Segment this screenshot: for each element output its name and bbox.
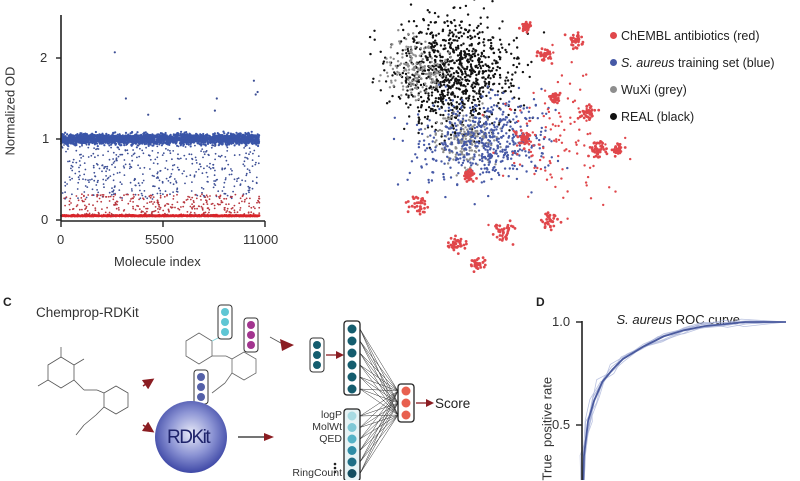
network-connections	[360, 329, 398, 474]
panel-d-roc-curve: D S. aureus ROC curve 1.0 0.5 True posit…	[500, 280, 800, 480]
legend-item-wuxi: WuXi (grey)	[610, 76, 775, 103]
panel-c-diagram-svg	[0, 285, 500, 480]
feature-logp: logP	[321, 409, 342, 421]
panel-a-xtick-0: 0	[57, 232, 64, 247]
legend-item-s-aureus: S. aureus training set (blue)	[610, 49, 775, 76]
panel-a-ytick-2: 2	[40, 50, 47, 65]
panel-a-xtick-11000: 11000	[243, 232, 278, 247]
black-dot-icon	[610, 113, 617, 120]
rdkit-label: RDKit	[167, 427, 209, 449]
rdkit-feature-vector	[344, 409, 360, 480]
panel-a-y-label: Normalized OD	[3, 60, 18, 156]
feature-molwt: MolWt	[312, 421, 342, 433]
roc-mean-curve	[582, 322, 786, 480]
panel-a-ytick-0: 0	[41, 212, 48, 227]
hidden-layer-vector	[344, 321, 360, 395]
panel-a-xtick-5500: 5500	[145, 232, 174, 247]
panel-a-ytick-1: 1	[42, 131, 49, 146]
feature-qed: QED	[319, 433, 342, 445]
output-layer-vector	[398, 384, 414, 422]
panel-a-data-points	[60, 51, 261, 217]
blue-dot-icon	[610, 59, 617, 66]
panel-b-data-points	[369, 0, 632, 273]
panel-c-model-diagram: C Chemprop-RDKit	[0, 285, 500, 480]
atom-feature-vector-purple	[244, 318, 258, 352]
panel-b-plot-area	[360, 0, 640, 280]
panel-d-ytick-05: 0.5	[552, 417, 570, 432]
panel-b-tsne-scatter: ChEMBL antibiotics (red) S. aureus train…	[360, 0, 800, 280]
grey-dot-icon	[610, 86, 617, 93]
feature-ringcount: RingCount	[292, 467, 342, 479]
legend-item-real: REAL (black)	[610, 103, 775, 130]
panel-d-ytick-1: 1.0	[552, 314, 570, 329]
input-molecule-icon	[38, 347, 128, 435]
atom-feature-vector-cyan	[218, 305, 232, 339]
panel-a-x-label: Molecule index	[114, 254, 201, 269]
legend-item-chembl: ChEMBL antibiotics (red)	[610, 22, 775, 49]
atom-feature-vector-indigo	[194, 370, 208, 404]
panel-a-hit-scatter: 2 1 0 0 5500 11000 Molecule index Normal…	[0, 0, 300, 280]
panel-d-y-label: True positive rate	[540, 351, 555, 481]
roc-fold-curves	[580, 319, 786, 480]
red-dot-icon	[610, 32, 617, 39]
score-label: Score	[435, 396, 470, 411]
panel-b-legend: ChEMBL antibiotics (red) S. aureus train…	[610, 22, 775, 130]
molecule-embedding-vector	[310, 338, 324, 372]
